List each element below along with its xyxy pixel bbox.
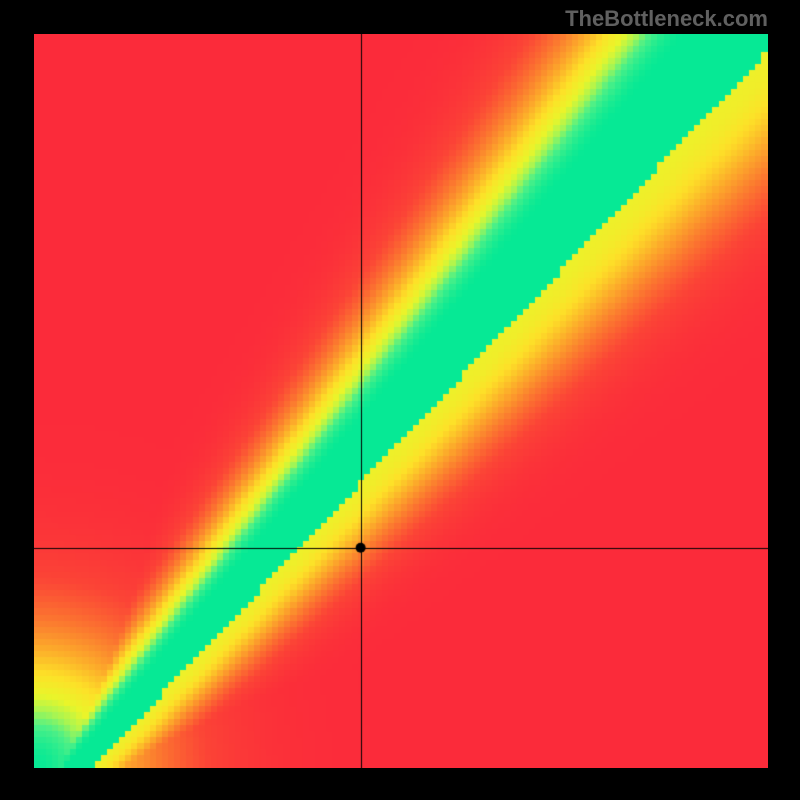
watermark-text: TheBottleneck.com <box>565 6 768 32</box>
chart-container: { "source_watermark": { "text": "TheBott… <box>0 0 800 800</box>
bottleneck-heatmap <box>34 34 768 768</box>
